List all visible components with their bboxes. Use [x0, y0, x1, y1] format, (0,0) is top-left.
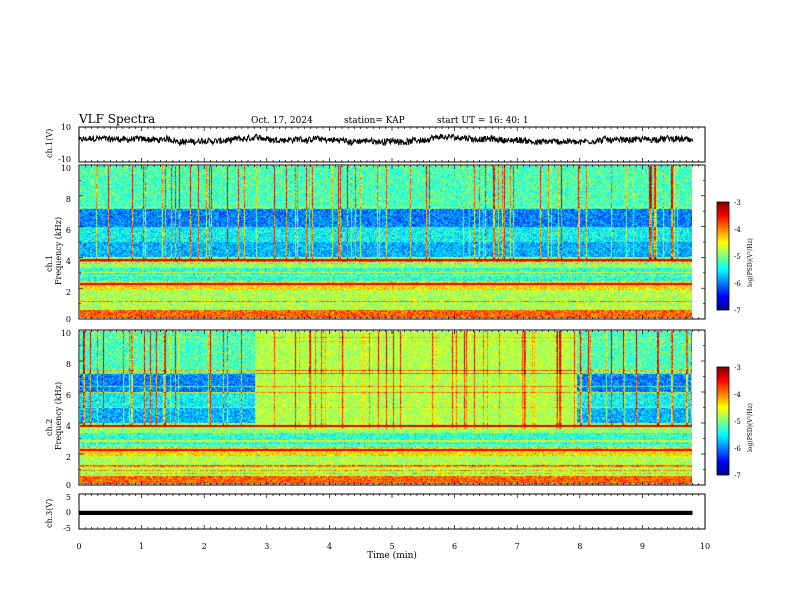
ch2-spec-ytick: 6: [66, 391, 71, 400]
ch1-colorbar: [717, 202, 729, 310]
x-tick-label: 8: [577, 542, 582, 551]
ch2-spec-ytick: 2: [66, 453, 71, 462]
ch2-spec-ytick: 4: [66, 422, 71, 431]
ch1-freq-label: Frequency (kHz): [54, 217, 63, 285]
x-tick-label: 7: [515, 542, 520, 551]
x-tick-label: 2: [202, 542, 207, 551]
cb2-tick: -3: [734, 364, 741, 372]
ch1-spec-ytick: 2: [66, 288, 71, 297]
ch1-wave-ytick: -10: [58, 155, 71, 164]
cb2-tick: -7: [734, 472, 741, 480]
ch1-spectrogram-image: [80, 166, 692, 318]
ch3-ytick: -5: [63, 524, 71, 533]
ch2-spec-ytick: 0: [66, 481, 71, 490]
ch2-spec-ytick: 10: [61, 329, 71, 338]
cb2-tick: -4: [734, 391, 741, 399]
ch1-spec-ytick: 10: [61, 164, 71, 173]
ch3-waveform-ylabel: ch.3(V): [45, 499, 54, 528]
ch1-waveform-ylabel: ch.1(V): [45, 129, 54, 158]
x-tick-label: 10: [700, 542, 710, 551]
date-label: Oct. 17, 2024: [251, 116, 313, 126]
ch1-spec-ytick: 6: [66, 226, 71, 235]
ch2-colorbar-label: log(PSD)(V²/Hz): [747, 403, 754, 452]
ch1-spec-ytick: 4: [66, 257, 71, 266]
x-tick-label: 3: [264, 542, 269, 551]
cb1-tick: -3: [734, 199, 741, 207]
ch2-colorbar: [717, 367, 729, 475]
ch3-ytick: 5: [66, 493, 71, 502]
ch1-spec-ytick: 0: [66, 315, 71, 324]
ch1-wave-ytick: 10: [61, 123, 71, 132]
ch1-spec-ytick: 8: [66, 195, 71, 204]
ch1-channel-label: ch.1: [45, 255, 54, 272]
x-axis-label: Time (min): [367, 550, 417, 561]
x-tick-label: 4: [327, 542, 332, 551]
x-tick-label: 1: [139, 542, 144, 551]
station-label: station= KAP: [344, 116, 405, 126]
cb2-tick: -5: [734, 418, 741, 426]
start-time-label: start UT = 16: 40: 1: [437, 116, 529, 126]
cb1-tick: -4: [734, 226, 741, 234]
ch3-ytick: 0: [66, 508, 71, 517]
ch2-channel-label: ch.2: [45, 419, 54, 436]
axis-ticks: [78, 127, 706, 529]
ch1-waveform-trace: [78, 133, 693, 147]
ch1-colorbar-label: log(PSD)(V²/Hz): [747, 238, 754, 287]
ch1-waveform-frame: [78, 126, 706, 163]
ch3-waveform-trace: [79, 510, 693, 515]
x-tick-label: 0: [76, 542, 81, 551]
x-tick-label: 5: [389, 542, 394, 551]
x-tick-label: 6: [452, 542, 457, 551]
ch2-freq-label: Frequency (kHz): [54, 382, 63, 450]
cb2-tick: -6: [734, 445, 741, 453]
ch2-spectrogram-image: [80, 331, 692, 484]
cb1-tick: -6: [734, 280, 741, 288]
ch2-spec-ytick: 8: [66, 360, 71, 369]
cb1-tick: -5: [734, 253, 741, 261]
figure-title: VLF Spectra: [78, 112, 155, 126]
cb1-tick: -7: [734, 307, 741, 315]
x-tick-label: 9: [640, 542, 645, 551]
